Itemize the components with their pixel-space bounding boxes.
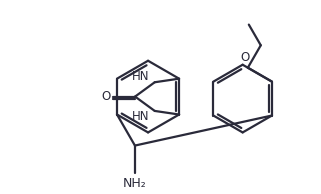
- Text: O: O: [101, 90, 111, 103]
- Text: O: O: [240, 51, 249, 64]
- Text: HN: HN: [132, 110, 150, 123]
- Text: NH₂: NH₂: [123, 178, 147, 191]
- Text: HN: HN: [132, 70, 150, 83]
